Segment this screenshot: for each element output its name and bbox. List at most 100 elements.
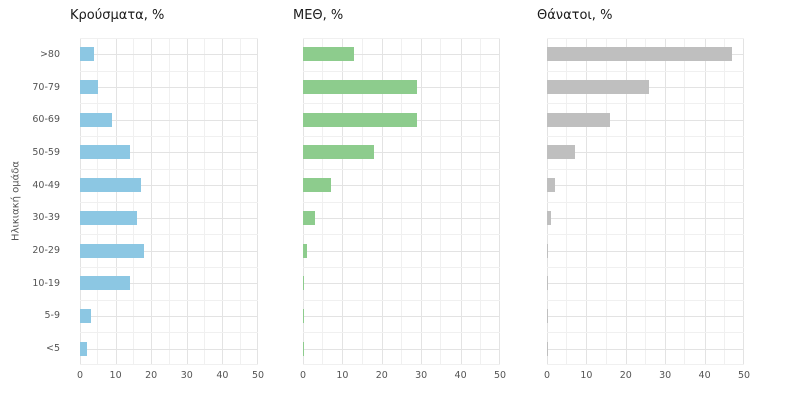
x-tick-label: 40 [216, 370, 229, 381]
minor-gridline-horizontal [303, 136, 500, 138]
minor-gridline-horizontal [547, 136, 744, 138]
x-axis-cases: 0 10 20 30 40 50 [76, 368, 264, 384]
y-tick-label: 50-59 [32, 146, 60, 158]
major-gridline-horizontal [303, 185, 500, 187]
minor-gridline-horizontal [303, 332, 500, 334]
bar [80, 47, 95, 62]
minor-gridline-horizontal [547, 266, 744, 268]
minor-gridline-horizontal [303, 266, 500, 268]
y-tick-label: <5 [45, 343, 60, 355]
bar [80, 276, 130, 291]
x-tick-label: 10 [336, 370, 349, 381]
panel-deaths: Θάνατοι, % 0 10 20 30 40 50 [537, 0, 750, 405]
minor-gridline-horizontal [303, 364, 500, 365]
x-tick-label: 50 [251, 370, 265, 381]
bar [303, 243, 307, 258]
major-gridline-horizontal [80, 283, 258, 285]
bar [80, 178, 141, 193]
bar [547, 341, 549, 356]
minor-gridline-horizontal [80, 70, 258, 72]
bar [80, 112, 113, 127]
minor-gridline-horizontal [303, 234, 500, 236]
minor-gridline-horizontal [80, 332, 258, 334]
minor-gridline-horizontal [547, 168, 744, 170]
minor-gridline-horizontal [547, 299, 744, 301]
bar [303, 80, 418, 95]
bar [303, 210, 315, 225]
bar [547, 112, 611, 127]
bar [80, 243, 145, 258]
major-gridline-horizontal [547, 152, 744, 154]
major-gridline-horizontal [547, 315, 744, 317]
major-gridline-horizontal [303, 250, 500, 252]
minor-gridline-horizontal [80, 266, 258, 268]
minor-gridline-horizontal [547, 70, 744, 72]
bar [80, 80, 98, 95]
y-tick-label: >80 [39, 48, 60, 60]
bar [303, 308, 304, 323]
minor-gridline-horizontal [80, 103, 258, 105]
bar [303, 276, 305, 291]
major-gridline-horizontal [80, 185, 258, 187]
minor-gridline-horizontal [80, 364, 258, 365]
major-gridline-horizontal [80, 152, 258, 154]
major-gridline-horizontal [547, 283, 744, 285]
bar [547, 80, 650, 95]
bar [303, 112, 418, 127]
major-gridline-horizontal [80, 217, 258, 219]
plot-area-deaths [547, 38, 744, 365]
minor-gridline-horizontal [80, 299, 258, 301]
major-gridline-horizontal [303, 283, 500, 285]
major-gridline-horizontal [303, 217, 500, 219]
bar [547, 145, 575, 160]
bar [303, 145, 374, 160]
x-tick-label: 0 [543, 370, 551, 381]
minor-gridline-horizontal [303, 168, 500, 170]
y-tick-label: 40-49 [32, 179, 60, 191]
bar [547, 47, 733, 62]
major-gridline-horizontal [547, 217, 744, 219]
bar [547, 210, 551, 225]
bar [547, 276, 548, 291]
minor-gridline-horizontal [80, 38, 258, 39]
major-gridline-horizontal [547, 185, 744, 187]
y-tick-label: 10-19 [32, 277, 60, 289]
x-tick-label: 10 [109, 370, 122, 381]
x-tick-label: 0 [76, 370, 84, 381]
major-gridline-horizontal [547, 119, 744, 121]
bar [547, 243, 549, 258]
x-axis-deaths: 0 10 20 30 40 50 [543, 368, 750, 384]
minor-gridline-horizontal [303, 103, 500, 105]
minor-gridline-horizontal [80, 234, 258, 236]
minor-gridline-horizontal [303, 38, 500, 39]
minor-gridline-horizontal [80, 168, 258, 170]
panel-title-deaths: Θάνατοι, % [537, 8, 613, 23]
minor-gridline-horizontal [80, 136, 258, 138]
panel-icu: ΜΕΘ, % 0 10 20 30 40 50 [293, 0, 506, 405]
x-tick-label: 30 [180, 370, 193, 381]
minor-gridline-horizontal [547, 103, 744, 105]
bar [80, 341, 88, 356]
panel-cases: Κρούσματα, % 0 10 20 30 40 50 [70, 0, 264, 405]
minor-gridline-horizontal [547, 234, 744, 236]
major-gridline-horizontal [80, 250, 258, 252]
minor-gridline-horizontal [547, 332, 744, 334]
y-tick-label: 30-39 [32, 212, 60, 224]
minor-gridline-horizontal [547, 201, 744, 203]
bar [303, 47, 355, 62]
bar [547, 308, 548, 323]
y-axis-title: Ηλικιακή ομάδα [10, 161, 22, 241]
bar [80, 308, 91, 323]
minor-gridline-horizontal [80, 201, 258, 203]
x-tick-label: 0 [299, 370, 307, 381]
major-gridline-horizontal [303, 54, 500, 56]
major-gridline-horizontal [80, 54, 258, 56]
plot-area-cases [80, 38, 258, 365]
x-tick-label: 20 [619, 370, 632, 381]
minor-gridline-horizontal [303, 70, 500, 72]
major-gridline-horizontal [303, 348, 500, 350]
minor-gridline-horizontal [547, 38, 744, 39]
major-gridline-horizontal [303, 152, 500, 154]
x-tick-label: 30 [659, 370, 672, 381]
